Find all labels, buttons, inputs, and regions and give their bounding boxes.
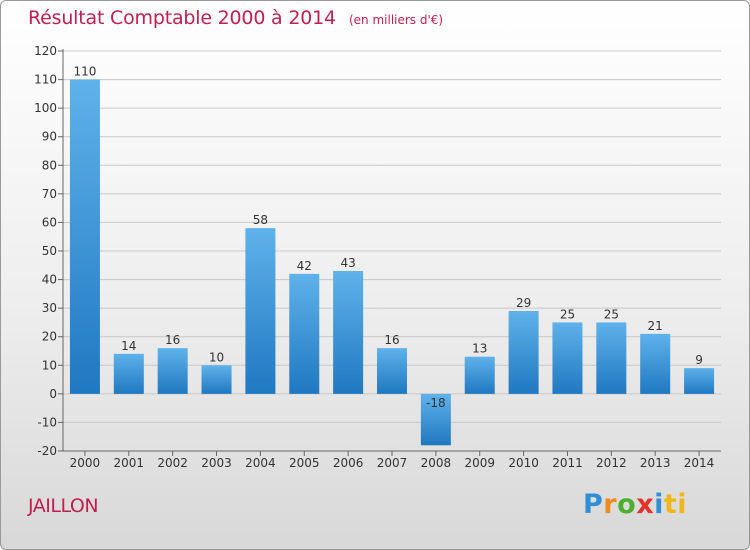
data-label: 25	[560, 307, 575, 321]
y-tick-label: 30	[42, 301, 57, 315]
data-label: 14	[121, 339, 136, 353]
y-tick-label: 50	[42, 244, 57, 258]
data-label: 9	[695, 353, 703, 367]
title-block: Résultat Comptable 2000 à 2014 (en milli…	[28, 7, 443, 29]
x-tick-label: 2003	[201, 456, 232, 470]
data-label: 42	[297, 259, 312, 273]
y-tick-label: 100	[34, 101, 57, 115]
logo-letter: x	[636, 489, 655, 520]
x-tick-label: 2002	[157, 456, 188, 470]
x-tick-label: 2008	[421, 456, 452, 470]
y-tick-label: 70	[42, 187, 57, 201]
data-label: 13	[472, 342, 487, 356]
logo-letter: r	[603, 489, 618, 520]
bar	[157, 348, 188, 394]
data-label: 16	[384, 333, 399, 347]
x-tick-label: 2001	[114, 456, 145, 470]
y-tick-label: 60	[42, 215, 57, 229]
y-tick-label: 10	[42, 358, 57, 372]
logo-letter: i	[654, 489, 664, 520]
x-tick-label: 2006	[333, 456, 364, 470]
y-tick-label: -20	[37, 444, 57, 458]
bar	[377, 348, 407, 394]
bar	[69, 79, 100, 394]
bar	[333, 271, 364, 394]
data-label: 21	[648, 319, 663, 333]
bar	[508, 311, 539, 394]
data-label: -18	[426, 396, 446, 410]
y-tick-label: 110	[34, 73, 57, 87]
data-label: 110	[73, 65, 96, 79]
bar	[201, 365, 232, 394]
x-tick-label: 2012	[596, 456, 627, 470]
x-tick-label: 2010	[508, 456, 539, 470]
logo-letter: ti	[663, 489, 688, 520]
data-label: 29	[516, 296, 531, 310]
x-tick-label: 2005	[289, 456, 320, 470]
x-tick-label: 2014	[684, 456, 715, 470]
bar	[245, 228, 276, 394]
x-tick-label: 2009	[464, 456, 495, 470]
bar	[464, 356, 495, 394]
logo-letter: o	[617, 489, 637, 520]
bar	[684, 368, 715, 394]
data-label: 16	[165, 333, 180, 347]
data-label: 43	[340, 256, 355, 270]
logo-letter: P	[583, 489, 604, 520]
commune-name: JAILLON	[28, 495, 99, 517]
bar	[640, 333, 671, 394]
x-tick-label: 2000	[70, 456, 101, 470]
y-tick-label: 80	[42, 158, 57, 172]
bar	[552, 322, 583, 394]
y-tick-label: 40	[42, 273, 57, 287]
y-tick-label: -10	[37, 415, 57, 429]
chart-title: Résultat Comptable 2000 à 2014	[28, 7, 336, 29]
bar	[420, 393, 451, 446]
y-tick-label: 20	[42, 330, 57, 344]
x-tick-label: 2004	[245, 456, 276, 470]
proxiti-logo: Proxiti	[583, 489, 687, 520]
data-label: 10	[209, 350, 224, 364]
y-tick-label: 0	[49, 387, 57, 401]
x-tick-label: 2011	[552, 456, 583, 470]
x-tick-label: 2007	[377, 456, 408, 470]
x-tick-label: 2013	[640, 456, 671, 470]
bar	[289, 273, 320, 394]
data-label: 58	[253, 213, 268, 227]
y-tick-label: 120	[34, 44, 57, 58]
chart-subtitle: (en milliers d'€)	[348, 13, 444, 27]
bar	[113, 353, 144, 394]
data-label: 25	[604, 307, 619, 321]
bar	[596, 322, 627, 394]
y-tick-label: 90	[42, 130, 57, 144]
